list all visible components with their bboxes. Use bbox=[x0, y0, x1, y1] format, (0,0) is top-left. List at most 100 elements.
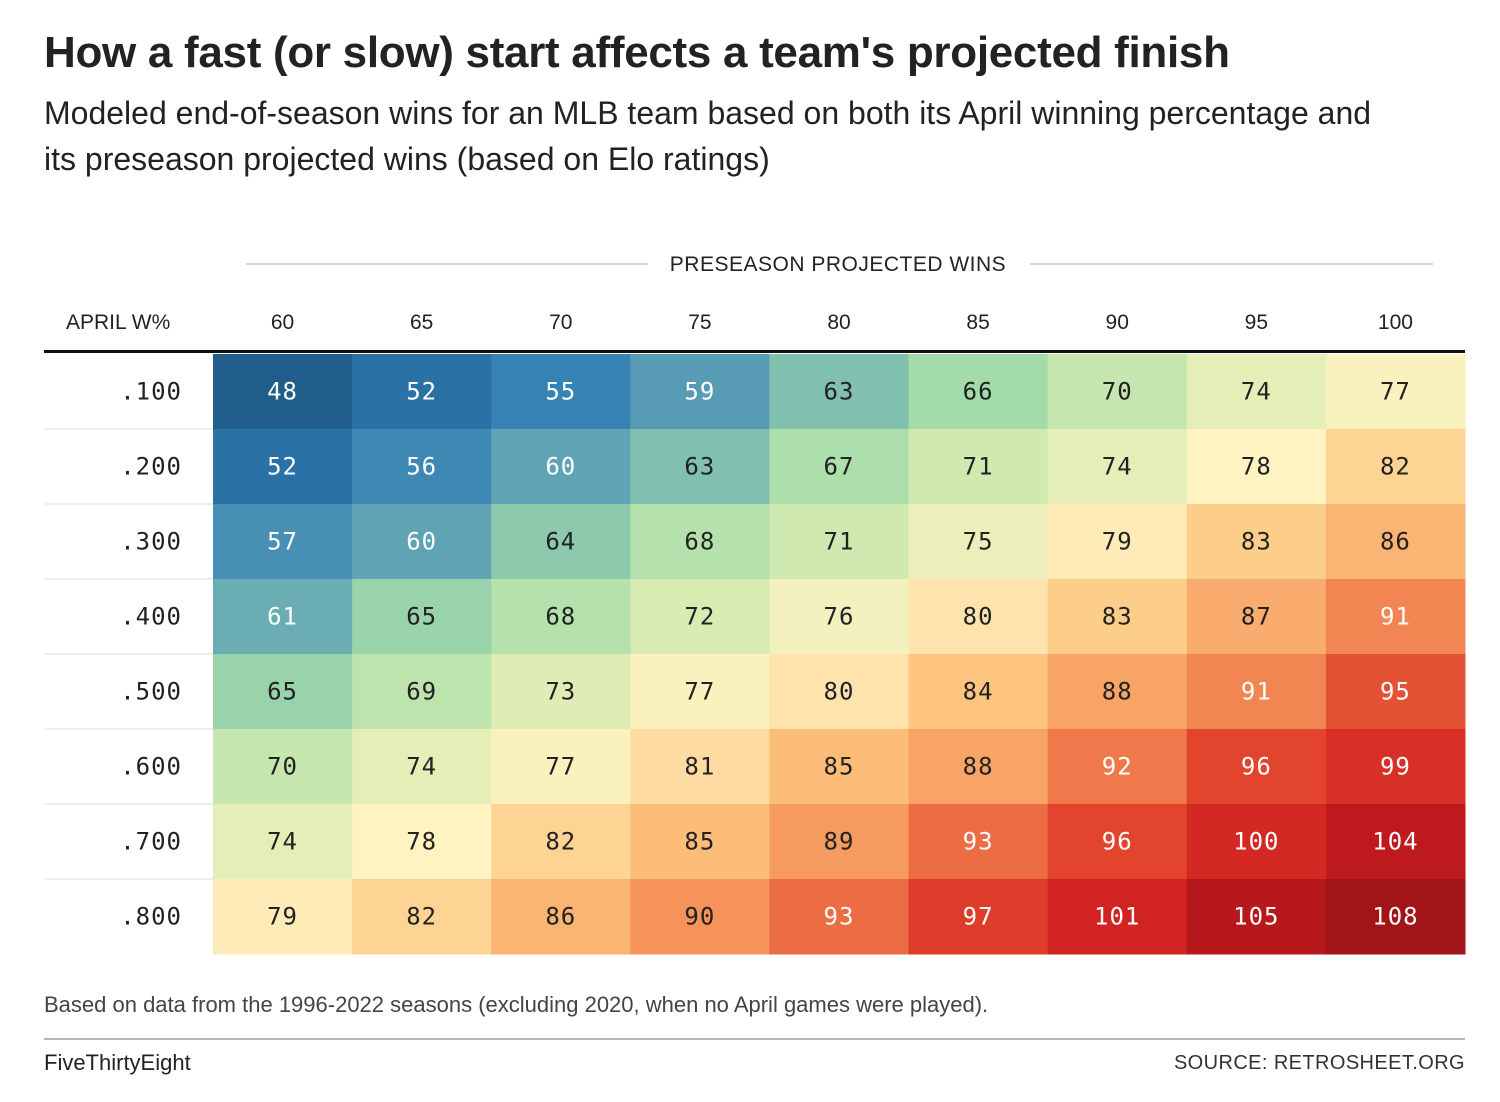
cell-value: 60 bbox=[406, 528, 437, 556]
column-label-95: 95 bbox=[1245, 311, 1268, 334]
heatmap-cell bbox=[213, 504, 353, 580]
cell-value: 96 bbox=[1241, 753, 1272, 781]
heatmap-cell bbox=[1047, 429, 1188, 505]
heatmap-cell bbox=[1325, 804, 1466, 880]
heatmap-cell bbox=[1325, 504, 1466, 580]
heatmap-cell bbox=[769, 429, 910, 505]
chart-title: How a fast (or slow) start affects a tea… bbox=[44, 28, 1230, 77]
cell-value: 63 bbox=[824, 378, 855, 406]
cell-value: 67 bbox=[824, 453, 855, 481]
heatmap-cell bbox=[352, 879, 492, 955]
heatmap-cell bbox=[1325, 354, 1466, 430]
cell-value: 86 bbox=[1380, 528, 1411, 556]
cell-value: 87 bbox=[1241, 603, 1272, 631]
column-label-80: 80 bbox=[827, 311, 850, 334]
footer-divider bbox=[44, 1038, 1465, 1040]
cell-value: 108 bbox=[1372, 903, 1418, 931]
cell-value: 65 bbox=[267, 678, 298, 706]
cell-value: 83 bbox=[1102, 603, 1133, 631]
heatmap-cell bbox=[1186, 879, 1327, 955]
heatmap-cell bbox=[352, 429, 492, 505]
cell-value: 85 bbox=[684, 828, 715, 856]
cell-value: 66 bbox=[963, 378, 994, 406]
heatmap-cell bbox=[1186, 429, 1327, 505]
heatmap-cell bbox=[908, 729, 1049, 805]
row-label-p500: .500 bbox=[120, 678, 182, 706]
cell-value: 93 bbox=[824, 903, 855, 931]
column-label-60: 60 bbox=[271, 311, 294, 334]
heatmap-cell bbox=[352, 654, 492, 730]
column-label-70: 70 bbox=[549, 311, 572, 334]
cell-value: 90 bbox=[684, 903, 715, 931]
heatmap-cell bbox=[1186, 579, 1327, 655]
heatmap-cell bbox=[1047, 354, 1188, 430]
heatmap-cell bbox=[352, 579, 492, 655]
cell-value: 70 bbox=[1102, 378, 1133, 406]
column-label-85: 85 bbox=[966, 311, 989, 334]
heatmap-cell bbox=[491, 654, 631, 730]
heatmap-cell bbox=[1186, 804, 1327, 880]
heatmap-cell bbox=[1047, 879, 1188, 955]
heatmap-cell bbox=[769, 729, 910, 805]
heatmap-cell bbox=[1186, 729, 1327, 805]
cell-value: 74 bbox=[406, 753, 437, 781]
cell-value: 72 bbox=[684, 603, 715, 631]
heatmap-cell bbox=[1047, 504, 1188, 580]
heatmap-cell bbox=[491, 429, 631, 505]
chart-subtitle: Modeled end-of-season wins for an MLB te… bbox=[44, 95, 1372, 177]
heatmap-cell bbox=[491, 504, 631, 580]
heatmap-cell bbox=[1186, 654, 1327, 730]
cell-value: 86 bbox=[545, 903, 576, 931]
heatmap-cell bbox=[213, 429, 353, 505]
row-label-layer: .100 .200 .300 .400 .500 .600 .700 .800 bbox=[44, 378, 213, 931]
row-label-p400: .400 bbox=[120, 603, 182, 631]
cell-value: 74 bbox=[1102, 453, 1133, 481]
cell-value: 71 bbox=[963, 453, 994, 481]
heatmap-cell bbox=[630, 804, 770, 880]
row-label-p300: .300 bbox=[120, 528, 182, 556]
x-axis-title: PRESEASON PROJECTED WINS bbox=[670, 253, 1006, 276]
column-label-90: 90 bbox=[1106, 311, 1129, 334]
heatmap-cell bbox=[630, 504, 770, 580]
heatmap-cell bbox=[352, 354, 492, 430]
heatmap-cell bbox=[491, 804, 631, 880]
heatmap-cell bbox=[1325, 579, 1466, 655]
heatmap-cell bbox=[1325, 729, 1466, 805]
heatmap-cell bbox=[213, 579, 353, 655]
row-label-p100: .100 bbox=[120, 378, 182, 406]
cell-value: 82 bbox=[1380, 453, 1411, 481]
cell-value: 78 bbox=[406, 828, 437, 856]
heatmap-cell bbox=[491, 354, 631, 430]
heatmap-cell bbox=[491, 729, 631, 805]
cell-value: 52 bbox=[406, 378, 437, 406]
cell-value: 77 bbox=[684, 678, 715, 706]
cell-value: 74 bbox=[267, 828, 298, 856]
cell-value: 92 bbox=[1102, 753, 1133, 781]
heatmap-cell bbox=[769, 354, 910, 430]
cell-value: 73 bbox=[545, 678, 576, 706]
heatmap-cell bbox=[630, 579, 770, 655]
cell-value: 71 bbox=[824, 528, 855, 556]
cell-value: 60 bbox=[545, 453, 576, 481]
heatmap-cell bbox=[352, 729, 492, 805]
heatmap-cell bbox=[908, 879, 1049, 955]
heatmap-cell bbox=[769, 654, 910, 730]
row-label-p200: .200 bbox=[120, 453, 182, 481]
cell-value: 61 bbox=[267, 603, 298, 631]
cell-value: 85 bbox=[824, 753, 855, 781]
heatmap-cell bbox=[213, 879, 353, 955]
cell-value: 80 bbox=[824, 678, 855, 706]
cell-value: 56 bbox=[406, 453, 437, 481]
cell-value: 88 bbox=[963, 753, 994, 781]
heatmap-cell bbox=[491, 879, 631, 955]
heatmap-cell bbox=[908, 504, 1049, 580]
heatmap-cell bbox=[630, 654, 770, 730]
heatmap-cell bbox=[352, 804, 492, 880]
row-label-p700: .700 bbox=[120, 828, 182, 856]
cell-value: 75 bbox=[963, 528, 994, 556]
cell-value: 82 bbox=[545, 828, 576, 856]
heatmap-cell bbox=[769, 504, 910, 580]
heatmap-cell bbox=[630, 729, 770, 805]
heatmap-cell bbox=[352, 504, 492, 580]
heatmap-cell bbox=[1047, 654, 1188, 730]
